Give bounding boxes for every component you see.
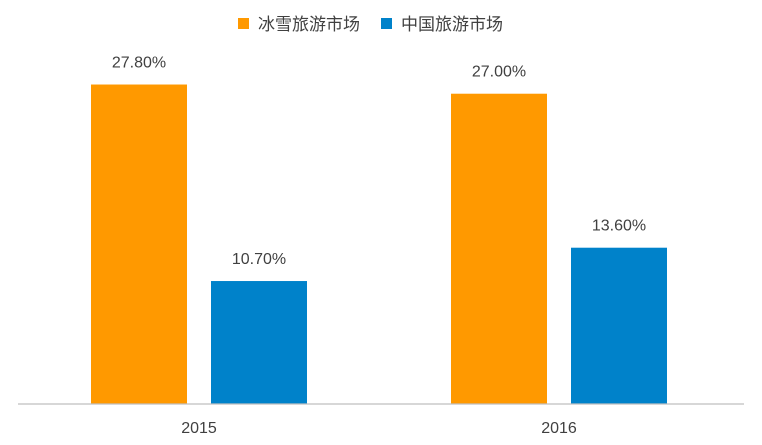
- x-tick-label-2015: 2015: [181, 420, 217, 437]
- data-label-2016-series-2: 13.60%: [592, 218, 646, 235]
- data-label-2016-series-1: 27.00%: [472, 64, 526, 81]
- legend-label-1: 冰雪旅游市场: [258, 15, 360, 35]
- data-labels: 27.80% 10.70% 27.00% 13.60%: [112, 55, 646, 269]
- legend-swatch-2: [381, 18, 392, 29]
- legend-swatch-1: [238, 18, 249, 29]
- legend: 冰雪旅游市场 中国旅游市场: [238, 15, 503, 35]
- x-tick-labels: 2015 2016: [181, 420, 577, 437]
- x-tick-label-2016: 2016: [541, 420, 577, 437]
- data-label-2015-series-1: 27.80%: [112, 55, 166, 72]
- bar-2016-series-2: [571, 247, 667, 404]
- bar-2015-series-1: [91, 84, 187, 405]
- bar-2015-series-2: [211, 281, 307, 404]
- bar-2016-series-1: [451, 93, 547, 404]
- data-label-2015-series-2: 10.70%: [232, 251, 286, 268]
- legend-label-2: 中国旅游市场: [401, 15, 503, 35]
- bars: [91, 84, 667, 405]
